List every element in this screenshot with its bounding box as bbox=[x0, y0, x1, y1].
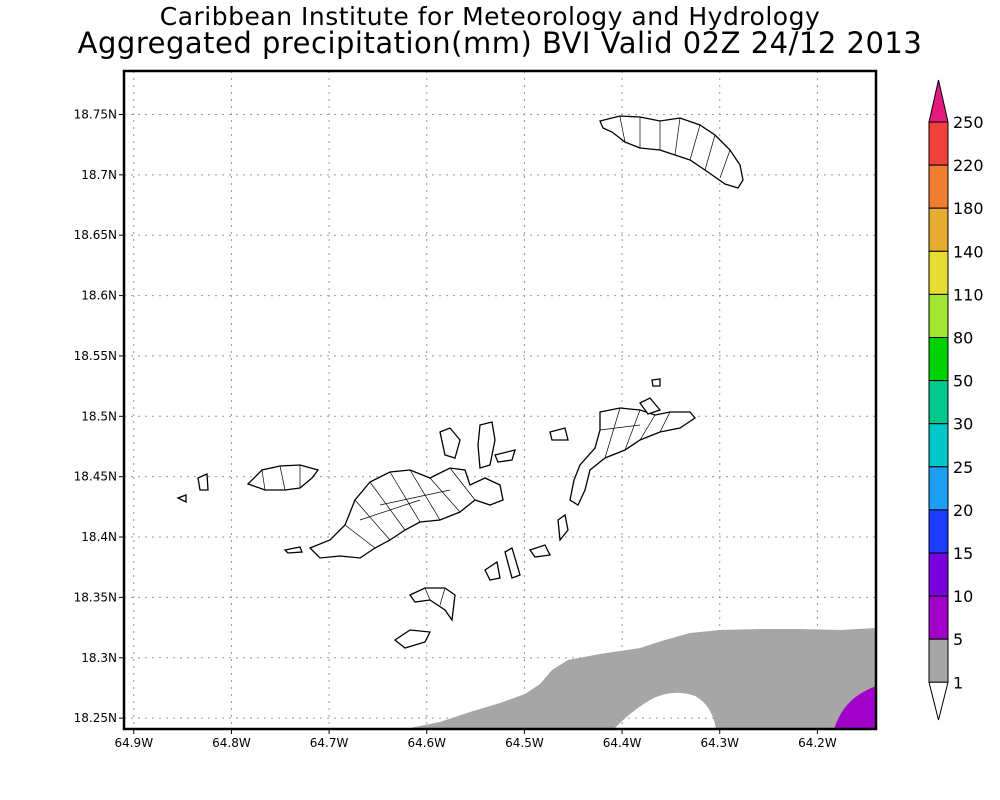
lat-label: 18.6N bbox=[81, 289, 117, 303]
axis-labels: 18.75N 18.7N 18.65N 18.6N 18.55N 18.5N 18.45N 1… bbox=[74, 107, 837, 750]
colorbar-label: 140 bbox=[953, 242, 984, 261]
lon-label: 64.3W bbox=[700, 736, 739, 750]
gridlines bbox=[124, 71, 876, 729]
lat-label: 18.35N bbox=[74, 590, 117, 604]
lat-label: 18.75N bbox=[74, 107, 117, 121]
colorbar-segment bbox=[928, 250, 949, 295]
lat-label: 18.3N bbox=[81, 651, 117, 665]
island-ginger bbox=[528, 544, 551, 558]
island-mosquito bbox=[639, 397, 662, 415]
island-salt bbox=[504, 547, 521, 579]
colorbar-label: 1 bbox=[953, 673, 963, 692]
island-guana bbox=[439, 427, 461, 459]
colorbar-label: 220 bbox=[953, 156, 984, 175]
colorbar-label: 30 bbox=[953, 415, 973, 434]
lon-label: 64.6W bbox=[407, 736, 446, 750]
lon-label: 64.7W bbox=[310, 736, 349, 750]
colorbar-segment bbox=[928, 595, 949, 640]
island-peter bbox=[393, 629, 432, 649]
colorbar-segment bbox=[928, 164, 949, 209]
lat-label: 18.55N bbox=[74, 349, 117, 363]
colorbar-label: 10 bbox=[953, 587, 973, 606]
colorbar-label: 50 bbox=[953, 372, 973, 391]
colorbar-segment bbox=[928, 337, 949, 382]
lat-label: 18.65N bbox=[74, 228, 117, 242]
colorbar-label: 250 bbox=[953, 113, 984, 132]
island-great-camanoe bbox=[477, 421, 496, 469]
title-institute: Caribbean Institute for Meteorology and … bbox=[159, 2, 821, 31]
colorbar-over-triangle bbox=[928, 79, 949, 123]
island-cooper bbox=[484, 560, 501, 581]
islands bbox=[176, 115, 744, 649]
island-anegada bbox=[599, 115, 744, 189]
lon-label: 64.9W bbox=[114, 736, 153, 750]
lat-label: 18.45N bbox=[74, 470, 117, 484]
colorbar-label: 5 bbox=[953, 630, 963, 649]
lat-label: 18.25N bbox=[74, 711, 117, 725]
precip-area-5-10mm bbox=[834, 686, 876, 729]
lon-label: 64.8W bbox=[212, 736, 251, 750]
colorbar-segment bbox=[928, 207, 949, 252]
colorbar-label: 25 bbox=[953, 458, 973, 477]
lat-label: 18.5N bbox=[81, 409, 117, 423]
colorbar-segment bbox=[928, 293, 949, 338]
lon-label: 64.5W bbox=[505, 736, 544, 750]
colorbar-segment bbox=[928, 509, 949, 554]
colorbar-legend: 250 220 180 140 110 80 50 30 25 20 15 10 5 1 bbox=[928, 79, 984, 721]
colorbar-under-triangle bbox=[928, 681, 949, 721]
lon-label: 64.2W bbox=[798, 736, 837, 750]
colorbar-segment bbox=[928, 638, 949, 683]
island-beef bbox=[494, 449, 516, 463]
colorbar-segment bbox=[928, 121, 949, 166]
island-norman bbox=[409, 587, 456, 622]
colorbar-label: 15 bbox=[953, 544, 973, 563]
colorbar-segment bbox=[928, 552, 949, 597]
map-frame bbox=[122, 69, 878, 731]
lat-label: 18.4N bbox=[81, 530, 117, 544]
colorbar-segment bbox=[928, 466, 949, 511]
island-fallen-jerusalem bbox=[557, 513, 569, 542]
colorbar-label: 20 bbox=[953, 501, 973, 520]
precipitation-field bbox=[405, 628, 876, 729]
precip-area-1-5mm bbox=[405, 628, 876, 729]
island-necker bbox=[651, 378, 661, 387]
colorbar-label: 180 bbox=[953, 199, 984, 218]
island-marina-cay bbox=[549, 427, 569, 441]
lon-label: 64.4W bbox=[603, 736, 642, 750]
island-west-small bbox=[197, 473, 209, 491]
colorbar-segment bbox=[928, 423, 949, 468]
lat-label: 18.7N bbox=[81, 168, 117, 182]
island-subdivisions bbox=[261, 116, 731, 606]
island-sandy-cay bbox=[176, 494, 187, 504]
colorbar-segment bbox=[928, 380, 949, 425]
island-jost-van-dyke bbox=[246, 464, 320, 491]
island-tortola bbox=[308, 467, 504, 559]
title-product: Aggregated precipitation(mm) BVI Valid 0… bbox=[77, 26, 923, 60]
colorbar-label: 80 bbox=[953, 329, 973, 348]
colorbar-label: 110 bbox=[953, 285, 984, 304]
island-virgin-gorda bbox=[569, 407, 696, 506]
island-little-thatch bbox=[283, 546, 303, 554]
